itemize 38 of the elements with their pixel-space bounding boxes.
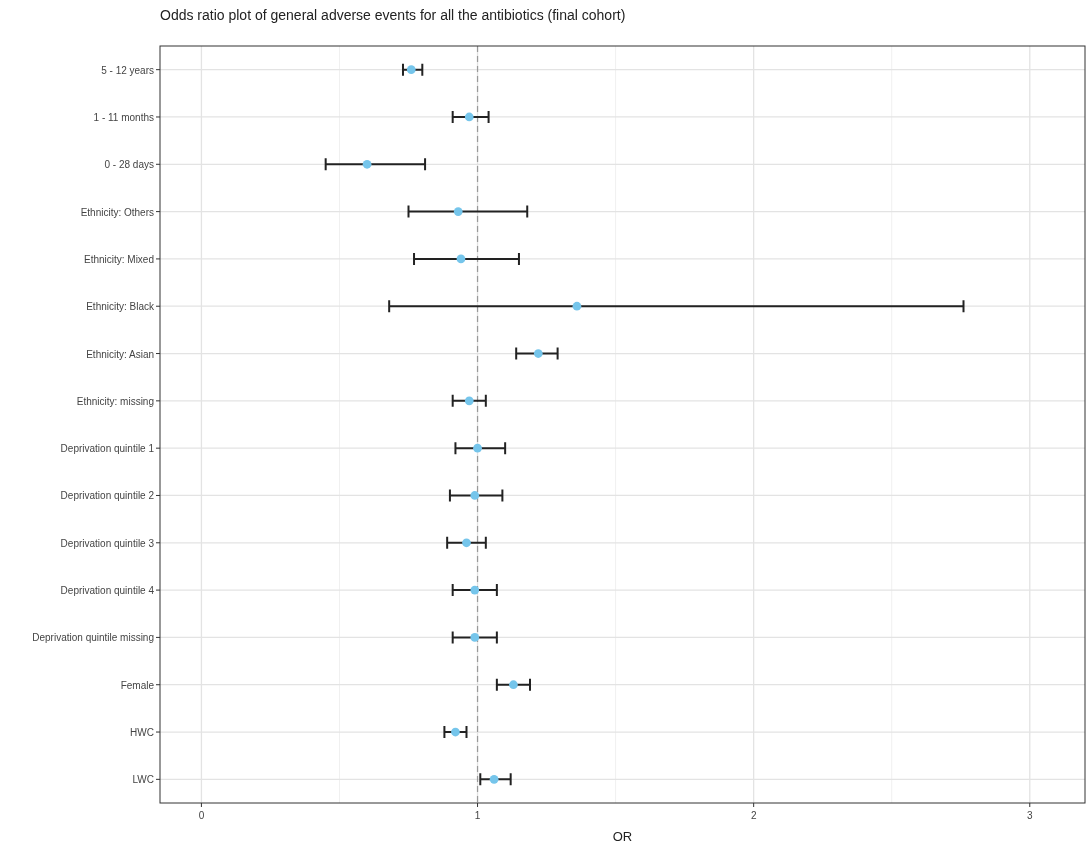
x-tick-label: 2 bbox=[750, 810, 757, 821]
point bbox=[456, 254, 466, 264]
y-tick-label: Ethnicity: Black bbox=[86, 301, 155, 313]
y-tick-label: Deprivation quintile 3 bbox=[60, 537, 155, 549]
point bbox=[470, 633, 480, 642]
x-tick-label: 1 bbox=[474, 810, 481, 821]
y-tick-label: Ethnicity: Others bbox=[80, 206, 154, 218]
y-tick-label: 5 - 12 years bbox=[101, 64, 154, 76]
point bbox=[470, 585, 480, 595]
point bbox=[406, 65, 416, 75]
chart-title: Odds ratio plot of general adverse events for all the antibiotics (final cohort) bbox=[160, 7, 626, 23]
x-tick-label: 0 bbox=[198, 810, 205, 821]
y-tick-label: Female bbox=[120, 679, 155, 691]
y-tick-label: Deprivation quintile 4 bbox=[60, 585, 155, 597]
point bbox=[451, 727, 460, 737]
point bbox=[533, 349, 543, 358]
x-axis-title: OR bbox=[612, 829, 633, 844]
y-tick-label: Deprivation quintile 1 bbox=[60, 443, 155, 455]
point bbox=[470, 491, 480, 500]
point bbox=[489, 774, 499, 784]
y-tick-label: Deprivation quintile missing bbox=[32, 632, 154, 644]
point bbox=[464, 396, 474, 406]
point bbox=[464, 112, 474, 122]
point bbox=[453, 207, 463, 216]
y-tick-label: 0 - 28 days bbox=[104, 159, 154, 171]
x-tick-label: 3 bbox=[1026, 810, 1033, 821]
y-tick-label: Ethnicity: Mixed bbox=[83, 253, 154, 265]
y-tick-label: LWC bbox=[132, 774, 154, 786]
y-tick-label: HWC bbox=[130, 727, 154, 739]
y-tick-label: Ethnicity: Asian bbox=[86, 348, 154, 360]
point bbox=[462, 538, 471, 548]
point bbox=[362, 159, 372, 169]
point bbox=[572, 301, 582, 311]
y-tick-label: Ethnicity: missing bbox=[76, 395, 154, 407]
y-tick-label: Deprivation quintile 2 bbox=[60, 490, 155, 502]
point bbox=[509, 680, 518, 690]
point bbox=[473, 443, 482, 453]
y-tick-label: 1 - 11 months bbox=[93, 111, 154, 123]
